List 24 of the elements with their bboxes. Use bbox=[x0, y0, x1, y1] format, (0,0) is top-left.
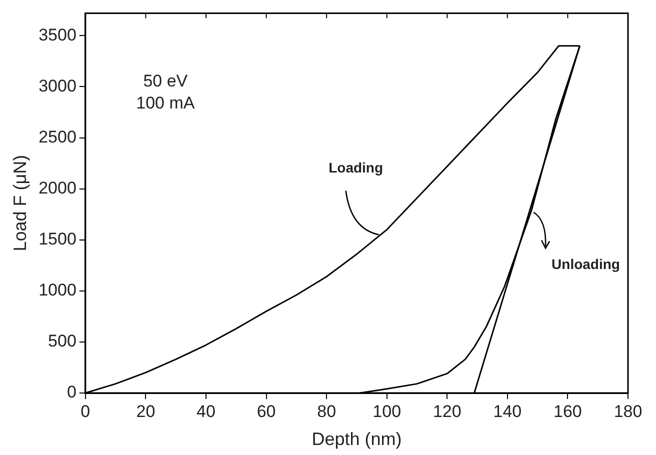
annotation: Unloading bbox=[552, 256, 620, 272]
y-tick-label: 1500 bbox=[38, 230, 76, 249]
y-tick-label: 2000 bbox=[38, 178, 76, 198]
x-tick-label: 140 bbox=[493, 402, 522, 421]
annotation: 100 mA bbox=[136, 93, 196, 112]
y-axis-title: Load F (μN) bbox=[10, 154, 30, 252]
x-tick-label: 100 bbox=[372, 402, 402, 421]
annotation: Loading bbox=[328, 160, 384, 176]
x-tick-label: 60 bbox=[256, 402, 276, 421]
y-tick-label: 1000 bbox=[38, 280, 76, 300]
y-tick-label: 3500 bbox=[38, 25, 76, 44]
annotation: 50 eV bbox=[143, 71, 188, 90]
x-tick-label: 160 bbox=[554, 402, 582, 421]
y-tick-label: 3000 bbox=[38, 76, 76, 96]
y-tick-label: 0 bbox=[66, 382, 76, 402]
x-tick-label: 40 bbox=[196, 402, 216, 421]
x-tick-label: 20 bbox=[136, 402, 156, 421]
x-tick-label: 180 bbox=[614, 402, 642, 421]
x-tick-label: 80 bbox=[317, 402, 336, 421]
y-tick-label: 2500 bbox=[38, 127, 76, 146]
x-axis-title: Depth (nm) bbox=[312, 429, 402, 450]
x-tick-label: 120 bbox=[432, 402, 462, 421]
x-tick-label: 0 bbox=[80, 402, 90, 421]
y-tick-label: 500 bbox=[48, 332, 76, 351]
